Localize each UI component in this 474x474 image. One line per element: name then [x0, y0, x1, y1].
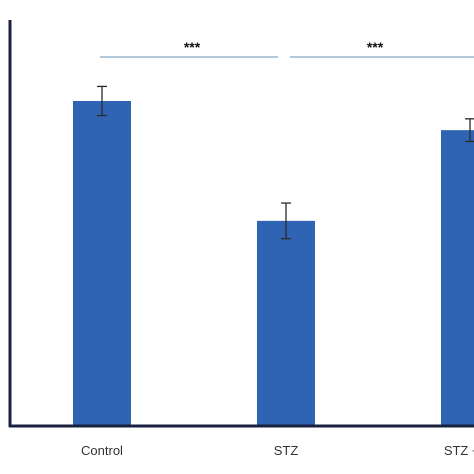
- x-tick-label: STZ: [274, 443, 299, 458]
- plot-area: Control STZ STZ + lid *** ***: [8, 20, 474, 458]
- x-tick-label: STZ + lid: [444, 443, 474, 458]
- bar-stz-lid: [441, 130, 474, 425]
- significance-label: ***: [184, 39, 201, 55]
- significance-label: ***: [367, 39, 384, 55]
- bar-stz: [257, 220, 315, 425]
- bar-control: [73, 101, 131, 425]
- x-tick-label: Control: [81, 443, 123, 458]
- error-bar: [465, 118, 474, 143]
- error-bar: [97, 85, 107, 117]
- error-bar: [281, 202, 291, 240]
